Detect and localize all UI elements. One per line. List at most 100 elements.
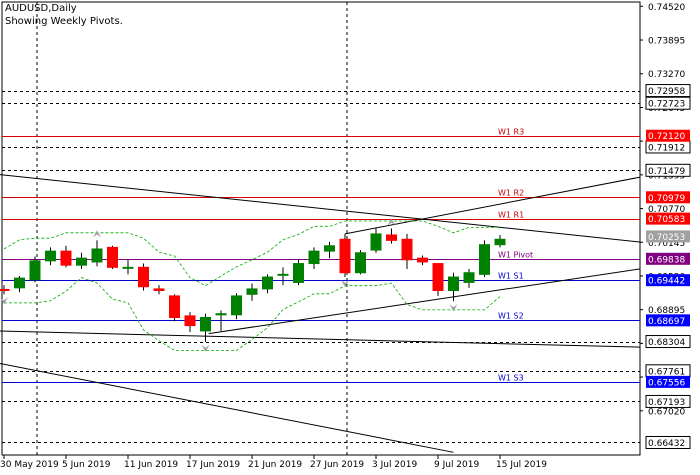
candle-body-16 — [246, 288, 258, 295]
candle-body-1 — [14, 277, 25, 289]
price-highlight-5 — [646, 274, 690, 287]
price-box-1 — [645, 96, 691, 110]
time-label-6: 3 Jul 2019 — [372, 460, 417, 470]
pivot-label-W1_R1: W1 R1 — [498, 211, 524, 220]
pivot-label-W1_Pivot: W1 Pivot — [498, 251, 533, 260]
price-box-3 — [645, 163, 691, 177]
price-tick-label-6: 0.70770 — [648, 205, 685, 215]
candle-body-8 — [122, 266, 134, 269]
time-label-4: 21 Jun 2019 — [248, 460, 302, 470]
price-highlight-6 — [646, 314, 690, 327]
chart-symbol-title: AUDUSD,Daily — [5, 3, 77, 14]
candle-body-27 — [417, 257, 428, 263]
price-highlight-2 — [646, 212, 690, 225]
price-tick-label-0: 0.74520 — [648, 3, 685, 13]
price-highlight-4 — [646, 252, 690, 265]
candle-body-12 — [184, 315, 196, 327]
candle-body-32 — [494, 238, 506, 246]
candle-body-4 — [60, 250, 72, 266]
fractal-down-0 — [0, 297, 8, 305]
price-box-4 — [645, 335, 691, 349]
candle-body-15 — [231, 295, 242, 316]
candle-body-13 — [200, 316, 211, 332]
price-box-label-3: 0.71479 — [648, 167, 685, 177]
candle-body-7 — [107, 246, 118, 268]
trendline-2 — [0, 362, 454, 453]
time-label-8: 15 Jul 2019 — [496, 460, 547, 470]
time-label-2: 11 Jun 2019 — [124, 460, 178, 470]
price-tick-label-1: 0.73895 — [648, 37, 685, 47]
fractal-down-22 — [341, 280, 349, 288]
price-box-label-0: 0.72958 — [648, 87, 685, 97]
pivot-label-W1_S3: W1 S3 — [498, 374, 524, 383]
trendline-3 — [208, 268, 640, 335]
pivot-label-W1_R2: W1 R2 — [498, 189, 524, 198]
candle-body-6 — [91, 248, 103, 263]
price-highlight-1 — [646, 191, 690, 204]
candle-body-3 — [45, 250, 56, 262]
candle-body-2 — [29, 260, 41, 281]
envelope-upper — [3, 220, 500, 287]
price-highlight-label-2: 0.70583 — [648, 215, 685, 225]
candle-body-22 — [339, 238, 351, 274]
candle-body-19 — [293, 263, 304, 283]
candle-body-0 — [0, 288, 10, 292]
candle-body-11 — [169, 295, 180, 318]
envelope-lower — [4, 277, 501, 351]
trendline-4 — [344, 176, 640, 235]
fractal-up-6 — [93, 230, 101, 238]
price-box-label-5: 0.67761 — [648, 367, 685, 377]
pivot-label-W1_S2: W1 S2 — [498, 312, 524, 321]
price-highlight-label-6: 0.68697 — [648, 317, 685, 327]
candle-body-23 — [355, 252, 366, 274]
candle-body-20 — [308, 250, 320, 265]
price-tick-label-12: 0.67020 — [648, 407, 685, 417]
time-label-0: 30 May 2019 — [0, 460, 59, 470]
price-highlight-label-1: 0.70979 — [648, 194, 685, 204]
time-label-7: 9 Jul 2019 — [434, 460, 479, 470]
time-label-3: 17 Jun 2019 — [186, 460, 240, 470]
time-label-1: 5 Jun 2019 — [62, 460, 111, 470]
price-highlight-7 — [646, 375, 690, 388]
price-box-label-4: 0.68304 — [648, 338, 685, 348]
price-box-0 — [645, 84, 691, 98]
price-highlight-label-7: 0.67556 — [648, 378, 685, 388]
price-highlight-3 — [646, 230, 690, 243]
pivot-label-W1_R3: W1 R3 — [498, 128, 524, 137]
candle-body-29 — [448, 276, 459, 292]
candle-body-21 — [324, 245, 335, 252]
price-highlight-label-3: 0.70253 — [648, 233, 685, 243]
price-tick-label-7: 0.70145 — [648, 239, 685, 249]
candle-body-18 — [277, 273, 289, 276]
price-tick-label-2: 0.73270 — [648, 70, 685, 80]
price-box-label-6: 0.67193 — [648, 398, 685, 408]
price-box-label-7: 0.66432 — [648, 439, 685, 449]
candle-body-9 — [138, 266, 149, 288]
price-box-7 — [645, 435, 691, 449]
candle-body-25 — [386, 234, 397, 241]
indicator-caption: Showing Weekly Pivots. — [5, 16, 123, 27]
candle-body-17 — [262, 276, 273, 290]
candle-body-24 — [370, 233, 382, 251]
candle-body-31 — [479, 244, 490, 275]
pivot-label-W1_S1: W1 S1 — [498, 272, 524, 281]
candle-body-10 — [153, 288, 165, 292]
candle-body-30 — [463, 272, 475, 283]
trendline-0 — [0, 174, 640, 243]
price-highlight-label-4: 0.69838 — [648, 255, 685, 265]
fractal-down-13 — [201, 344, 210, 352]
candle-body-14 — [215, 313, 227, 316]
price-box-6 — [645, 394, 691, 408]
price-highlight-label-5: 0.69442 — [648, 277, 685, 287]
candle-body-28 — [432, 263, 444, 292]
price-box-label-2: 0.71912 — [648, 143, 685, 153]
price-highlight-0 — [646, 129, 690, 142]
price-highlight-label-0: 0.72120 — [648, 132, 685, 142]
trendline-1 — [0, 330, 640, 348]
time-label-5: 27 Jun 2019 — [310, 460, 364, 470]
price-tick-label-9: 0.68895 — [648, 306, 685, 316]
fractal-down-29 — [449, 304, 458, 312]
